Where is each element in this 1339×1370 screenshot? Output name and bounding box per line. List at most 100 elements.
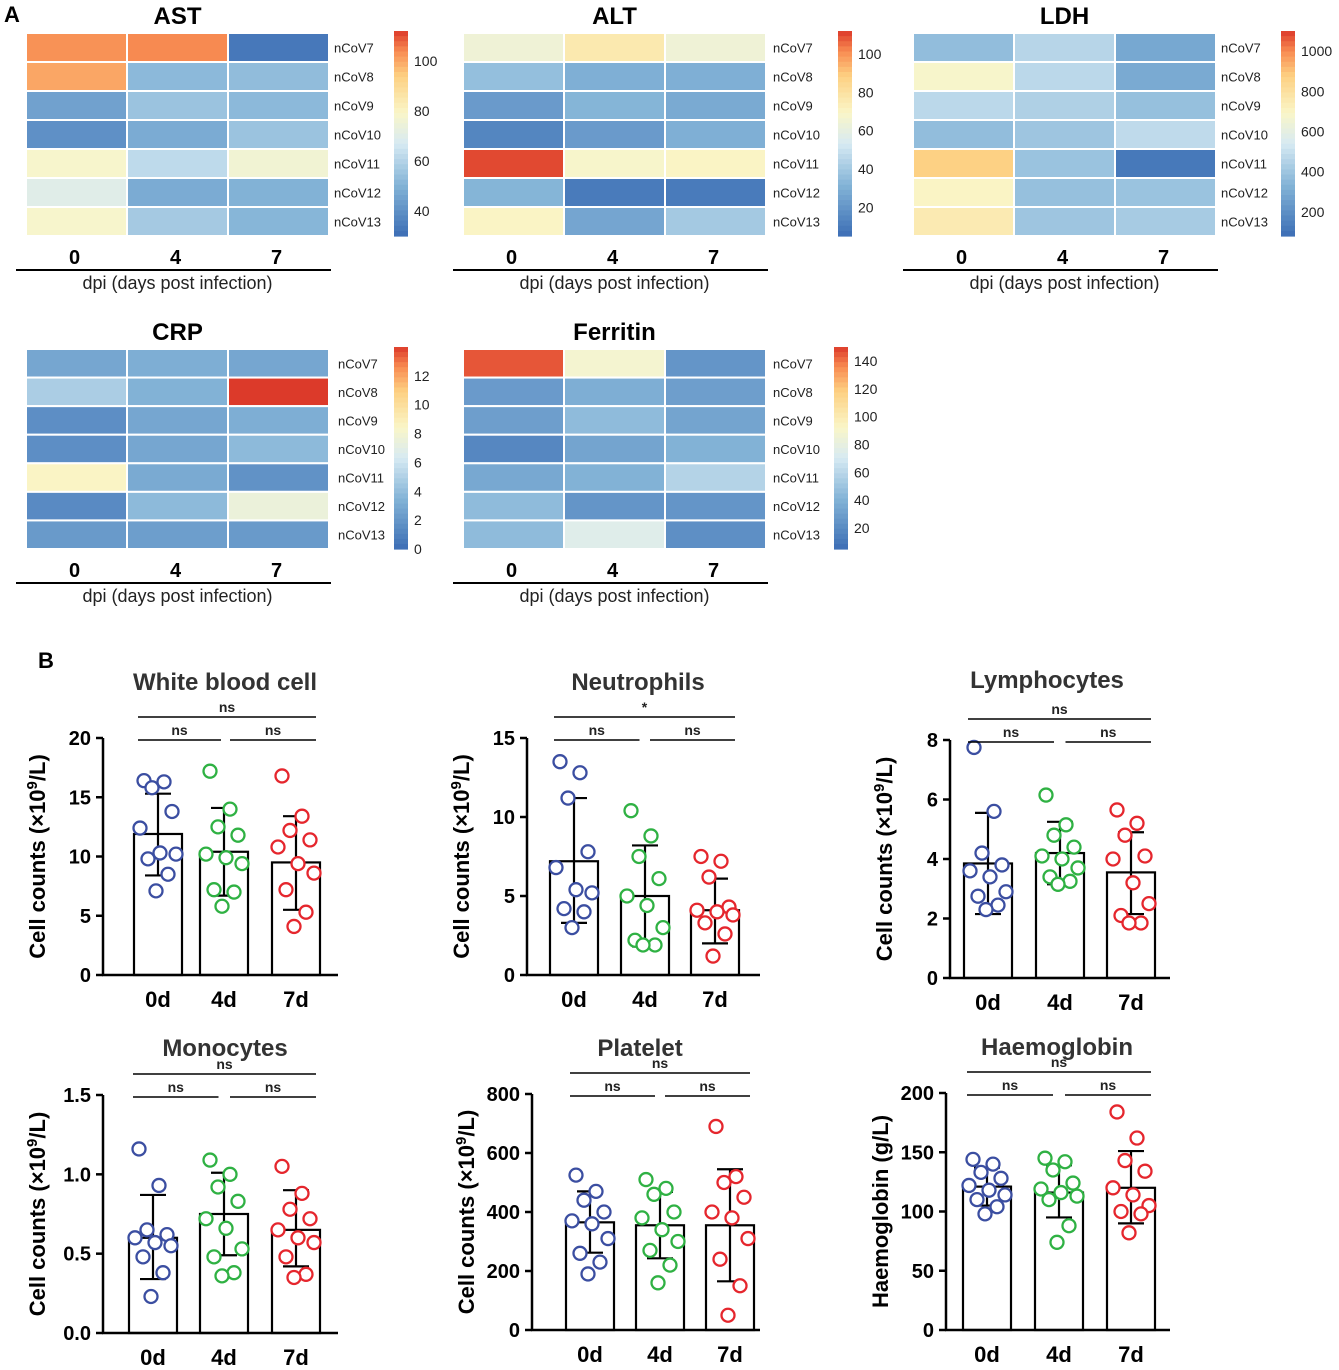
heatmap-row-label: nCoV12	[773, 499, 820, 514]
colorbar-segment	[1281, 169, 1295, 176]
data-point	[720, 1307, 736, 1323]
colorbar-segment	[1281, 215, 1295, 222]
colorbar-tick: 40	[854, 492, 870, 508]
colorbar-segment	[834, 493, 848, 500]
heatmap-title: ALT	[592, 3, 637, 30]
colorbar-segment	[394, 143, 408, 150]
colorbar-tick: 140	[854, 353, 878, 369]
data-point	[1049, 1234, 1065, 1250]
data-point	[654, 1222, 670, 1238]
colorbar-tick: 8	[414, 426, 422, 442]
colorbar-segment	[394, 357, 408, 363]
heatmap-row-label: nCoV10	[338, 442, 385, 457]
colorbar-segment	[1281, 154, 1295, 160]
heatmap-col-label: 7	[708, 560, 719, 582]
heatmap-cell	[126, 348, 229, 379]
significance-label: ns	[1051, 1054, 1068, 1070]
heatmap-cell	[664, 433, 767, 465]
colorbar-segment	[834, 528, 848, 535]
colorbar-segment	[394, 138, 408, 145]
bar-chart-lymphocytes: Lymphocytes 0 2 4 6 8 Cell counts (×109/L) 0d 4d…	[871, 667, 1170, 1015]
data-point	[1125, 875, 1141, 891]
heatmap-row-label: nCoV12	[773, 186, 820, 201]
colorbar-segment	[1281, 82, 1295, 88]
y-tick-label: 200	[901, 1083, 934, 1105]
data-point	[151, 1177, 167, 1194]
heatmap-cell	[126, 519, 229, 551]
data-point	[556, 900, 572, 917]
colorbar-segment	[838, 200, 852, 206]
colorbar-segment	[1281, 107, 1295, 114]
colorbar-segment	[394, 205, 408, 211]
data-point	[1033, 1181, 1049, 1197]
colorbar-segment	[394, 458, 408, 464]
y-axis-label: Cell counts (×109/L)	[24, 754, 51, 959]
colorbar-segment	[1281, 118, 1295, 124]
y-tick-label: 800	[487, 1084, 520, 1106]
data-point	[139, 1222, 155, 1238]
colorbar-segment	[1281, 164, 1295, 170]
y-tick-label: 15	[493, 728, 515, 750]
data-point	[1129, 815, 1145, 831]
significance-label: ns	[1002, 1077, 1019, 1093]
colorbar-segment	[834, 432, 848, 439]
colorbar-tick: 80	[854, 437, 870, 453]
heatmap-cell	[912, 61, 1015, 92]
data-point	[218, 1220, 234, 1236]
heatmap-cell	[462, 376, 565, 408]
y-tick-label: 4	[927, 849, 939, 871]
heatmap-cell	[227, 32, 330, 63]
colorbar-segment	[838, 56, 852, 63]
data-point	[306, 865, 322, 881]
charts-layer: AST nCoV7 nCoV8 nCoV9 nCoV10 nCoV11 nCoV12 nCoV…	[16, 3, 1332, 1370]
colorbar-segment	[394, 92, 408, 99]
heatmap-col-label: 0	[69, 560, 80, 582]
colorbar-segment	[834, 458, 848, 464]
y-tick-label: 600	[487, 1143, 520, 1165]
heatmap-cell	[563, 148, 666, 179]
data-point	[1057, 1154, 1073, 1170]
data-point	[1109, 1104, 1125, 1120]
significance-label: ns	[1100, 1077, 1117, 1093]
colorbar-segment	[834, 377, 848, 383]
heatmap-cell	[912, 119, 1015, 150]
x-category-label: 0d	[975, 990, 1001, 1015]
heatmap-col-label: 4	[607, 247, 619, 269]
data-point	[724, 1210, 740, 1226]
colorbar-segment	[394, 215, 408, 222]
heatmap-row-label: nCoV9	[1221, 99, 1261, 114]
data-point	[978, 901, 994, 918]
bar-chart-title: Lymphocytes	[970, 667, 1124, 694]
heatmap-cell	[126, 61, 229, 92]
data-point	[596, 1204, 612, 1220]
data-point	[713, 853, 729, 869]
colorbar-segment	[394, 184, 408, 191]
y-tick-label: 1.0	[63, 1164, 91, 1186]
heatmap-cell	[563, 376, 666, 408]
colorbar-segment	[838, 113, 852, 119]
heatmap-cell	[227, 90, 330, 121]
data-point	[143, 1288, 159, 1305]
colorbar-segment	[834, 352, 848, 358]
data-point	[1046, 827, 1062, 843]
data-point	[282, 1201, 298, 1217]
colorbar-segment	[394, 87, 408, 94]
colorbar-segment	[834, 498, 848, 505]
colorbar-segment	[834, 427, 848, 434]
heatmap-ldh: LDH nCoV7 nCoV8 nCoV9 nCoV10 nCoV11 nCoV12 nCoV…	[903, 3, 1332, 293]
heatmap-row-label: nCoV12	[1221, 186, 1268, 201]
heatmap-cell	[126, 433, 229, 465]
colorbar-segment	[834, 518, 848, 525]
significance-label: ns	[684, 722, 701, 738]
heatmap-cell	[25, 348, 128, 379]
colorbar-segment	[1281, 148, 1295, 155]
colorbar-tick: 40	[414, 203, 430, 219]
data-point	[1041, 1192, 1057, 1208]
data-point	[651, 870, 667, 887]
colorbar-segment	[838, 215, 852, 222]
heatmap-cell	[912, 90, 1015, 121]
colorbar-segment	[838, 123, 852, 129]
colorbar-tick: 1000	[1301, 43, 1332, 59]
data-point	[1121, 1225, 1137, 1241]
data-point	[986, 803, 1002, 820]
